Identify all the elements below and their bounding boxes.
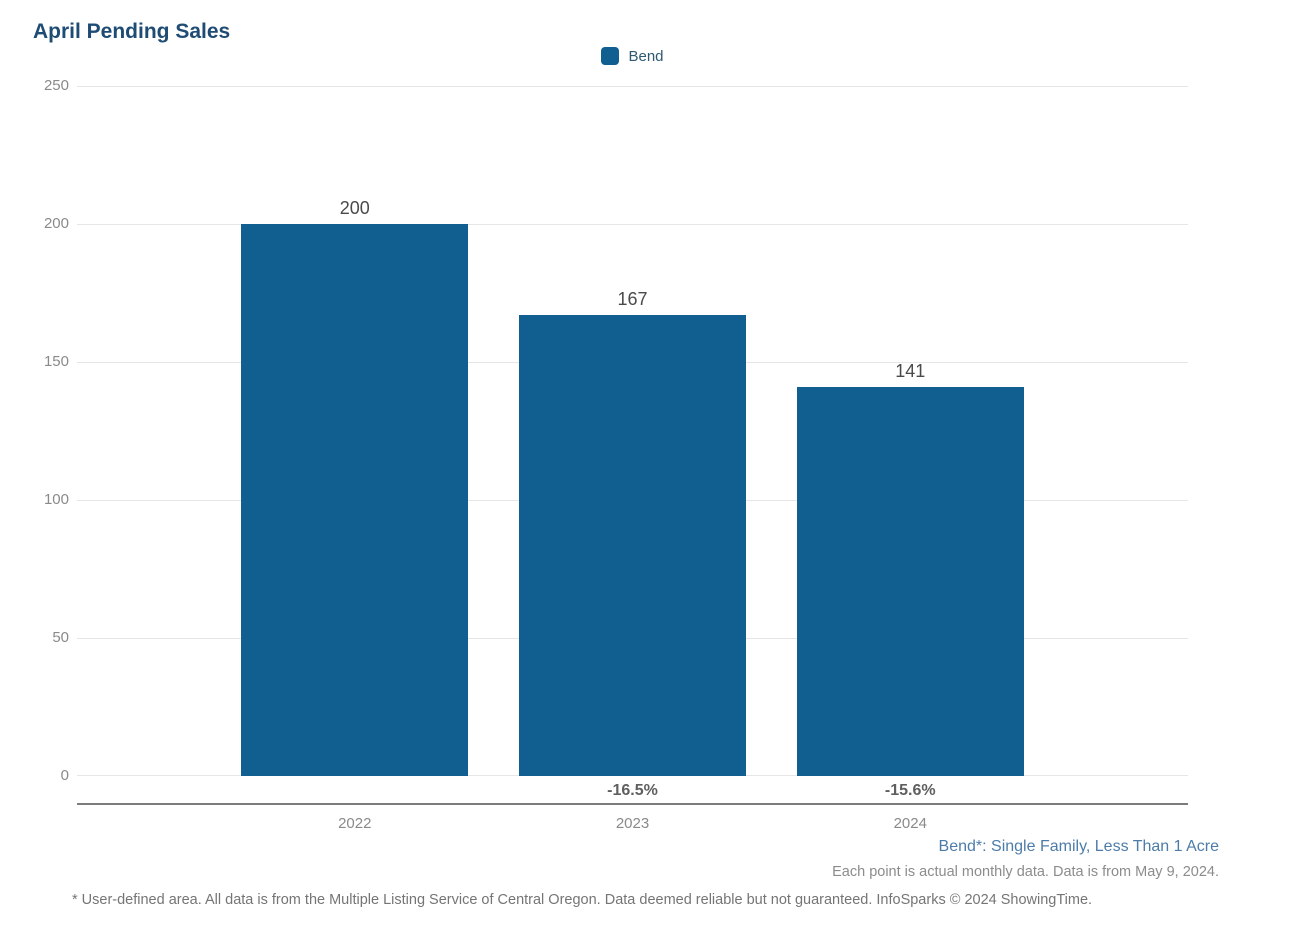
bar-value-label-2022: 200: [339, 198, 370, 218]
footer-disclaimer: * User-defined area. All data is from th…: [72, 892, 1093, 908]
legend: Bend: [77, 47, 1188, 65]
bar-value-label-2023: 167: [617, 289, 648, 310]
y-tick-label-50: 50: [52, 629, 69, 646]
x-axis-label-2024: 2024: [893, 815, 927, 832]
legend-label: Bend: [628, 47, 664, 65]
bar-2023[interactable]: [519, 315, 746, 776]
y-tick-label-200: 200: [43, 215, 69, 232]
pct-change-label-2024: -15.6%: [884, 782, 936, 799]
plot-area: 200 167 141: [77, 86, 1188, 776]
pct-change-label-2023: -16.5%: [607, 782, 658, 799]
legend-swatch-icon: [601, 47, 620, 65]
gridline-200: [77, 224, 1188, 225]
data-source-note: Each point is actual monthly data. Data …: [832, 864, 1219, 880]
x-axis-label-2022: 2022: [338, 815, 372, 832]
gridline-250: [77, 86, 1188, 87]
x-axis-line: [77, 803, 1188, 805]
bar-value-label-2024: 141: [895, 360, 926, 381]
x-axis-label-2023: 2023: [615, 815, 650, 832]
y-tick-label-250: 250: [43, 77, 69, 94]
y-tick-label-150: 150: [43, 353, 69, 370]
bar-2024[interactable]: [796, 386, 1024, 776]
series-note: Bend*: Single Family, Less Than 1 Acre: [938, 838, 1219, 855]
y-tick-label-100: 100: [43, 491, 69, 508]
chart-title: April Pending Sales: [33, 20, 231, 43]
y-tick-label-0: 0: [60, 767, 69, 784]
legend-item-bend[interactable]: Bend: [601, 47, 664, 65]
bar-2022[interactable]: [241, 224, 469, 776]
